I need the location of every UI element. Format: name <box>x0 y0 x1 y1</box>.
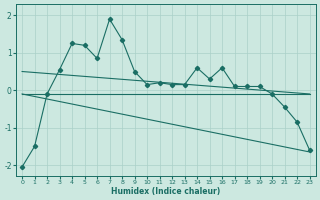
X-axis label: Humidex (Indice chaleur): Humidex (Indice chaleur) <box>111 187 220 196</box>
